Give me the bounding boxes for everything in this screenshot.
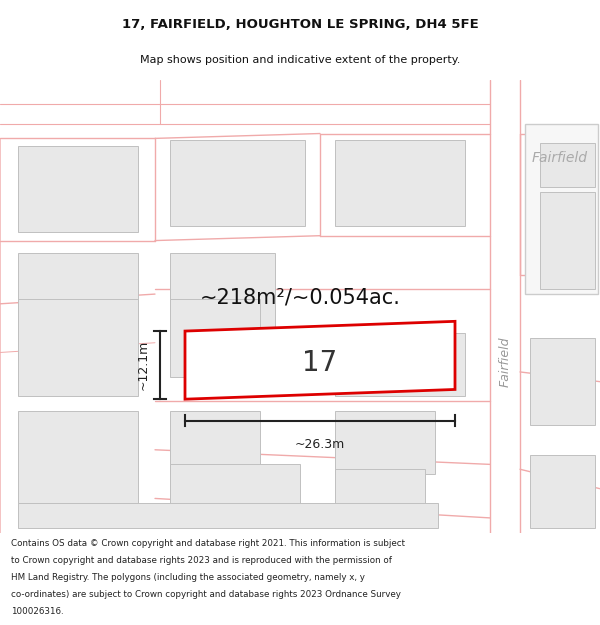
Text: Fairfield: Fairfield	[532, 151, 588, 165]
Bar	[18, 253, 138, 360]
Bar	[170, 411, 260, 474]
Bar	[335, 333, 465, 396]
Text: Fairfield: Fairfield	[499, 337, 511, 388]
Bar	[530, 338, 595, 426]
Bar	[530, 454, 595, 528]
Text: ~218m²/~0.054ac.: ~218m²/~0.054ac.	[200, 287, 400, 307]
Text: 17: 17	[302, 349, 338, 377]
Text: 100026316.: 100026316.	[11, 608, 64, 616]
Bar	[18, 503, 438, 528]
Bar	[18, 299, 138, 396]
Text: HM Land Registry. The polygons (including the associated geometry, namely x, y: HM Land Registry. The polygons (includin…	[11, 573, 365, 582]
Bar	[170, 141, 305, 226]
Bar	[335, 469, 425, 522]
Text: co-ordinates) are subject to Crown copyright and database rights 2023 Ordnance S: co-ordinates) are subject to Crown copyr…	[11, 590, 401, 599]
Bar	[335, 411, 435, 474]
Polygon shape	[525, 124, 598, 294]
Text: ~12.1m: ~12.1m	[137, 340, 150, 390]
Bar	[18, 146, 138, 232]
Text: 17, FAIRFIELD, HOUGHTON LE SPRING, DH4 5FE: 17, FAIRFIELD, HOUGHTON LE SPRING, DH4 5…	[122, 18, 478, 31]
Text: Contains OS data © Crown copyright and database right 2021. This information is : Contains OS data © Crown copyright and d…	[11, 539, 405, 548]
Bar	[170, 464, 300, 522]
Bar	[170, 299, 260, 377]
Bar	[540, 143, 595, 187]
Bar	[18, 411, 138, 503]
Text: Map shows position and indicative extent of the property.: Map shows position and indicative extent…	[140, 55, 460, 65]
Bar	[170, 253, 275, 351]
Text: ~26.3m: ~26.3m	[295, 438, 345, 451]
Bar	[540, 192, 595, 289]
Polygon shape	[185, 321, 455, 399]
Bar	[335, 141, 465, 226]
Text: to Crown copyright and database rights 2023 and is reproduced with the permissio: to Crown copyright and database rights 2…	[11, 556, 392, 565]
